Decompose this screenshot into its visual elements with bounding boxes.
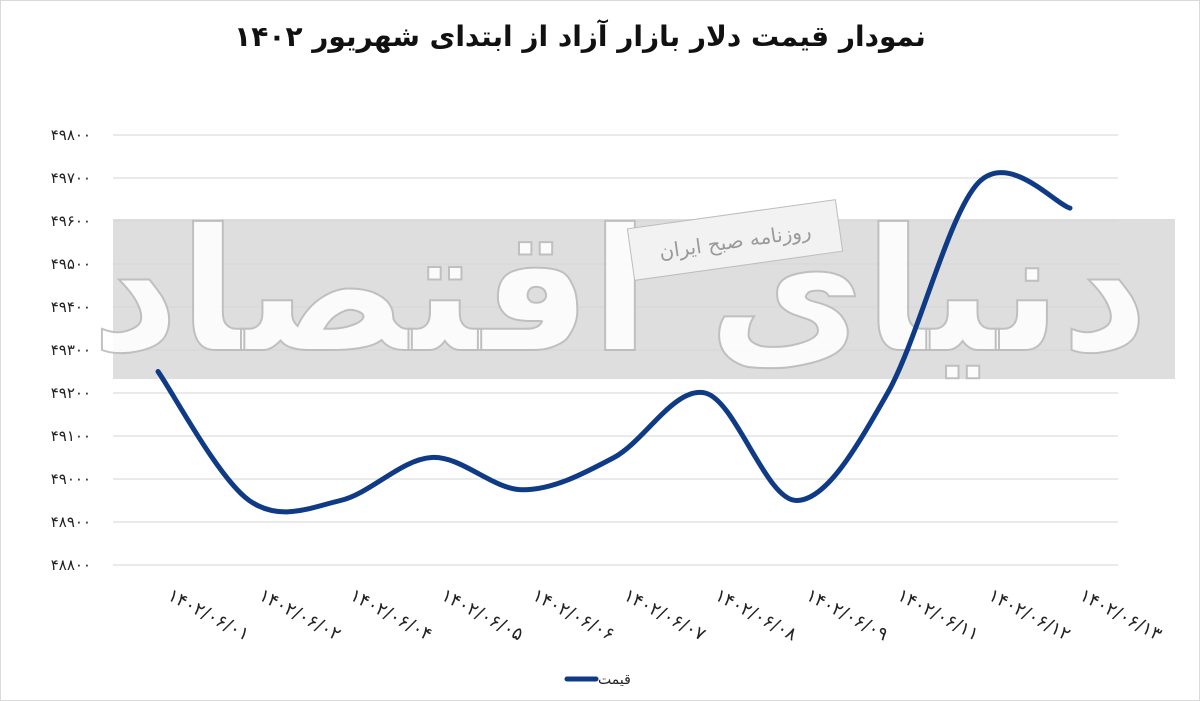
- x-tick-label: ۱۴۰۲/۰۶/۰۶: [529, 585, 618, 646]
- x-tick-label: ۱۴۰۲/۰۶/۰۵: [438, 585, 527, 646]
- series-line: [155, 170, 1073, 515]
- x-tick-label: ۱۴۰۲/۰۶/۰۸: [711, 585, 800, 646]
- x-tick-label: ۱۴۰۲/۰۶/۱۳: [1076, 585, 1165, 646]
- x-tick-label: ۱۴۰۲/۰۶/۰۷: [620, 585, 709, 646]
- x-tick-label: ۱۴۰۲/۰۶/۰۴: [347, 585, 436, 646]
- legend: قیمت: [564, 672, 631, 688]
- chart-title: نمودار قیمت دلار بازار آزاد از ابتدای شه…: [234, 20, 926, 53]
- x-tick-label: ۱۴۰۲/۰۶/۰۱: [164, 585, 253, 646]
- x-tick-label: ۱۴۰۲/۰۶/۱۱: [894, 585, 983, 646]
- y-tick-label: ۴۹۳۰۰: [51, 341, 91, 359]
- y-tick-label: ۴۹۷۰۰: [51, 169, 91, 187]
- x-tick-label: ۱۴۰۲/۰۶/۰۲: [255, 585, 344, 646]
- legend-label: قیمت: [598, 672, 631, 688]
- y-tick-label: ۴۹۸۰۰: [51, 126, 91, 144]
- watermark: دنیای اقتصاد روزنامه صبح ایران: [91, 192, 1150, 392]
- watermark-logo: دنیای اقتصاد: [92, 193, 1149, 391]
- y-tick-label: ۴۹۶۰۰: [51, 212, 91, 230]
- y-tick-label: ۴۹۲۰۰: [51, 384, 91, 402]
- y-tick-label: ۴۹۴۰۰: [51, 298, 91, 316]
- y-tick-label: ۴۹۵۰۰: [51, 255, 91, 273]
- y-tick-label: ۴۸۸۰۰: [51, 556, 91, 574]
- x-tick-label: ۱۴۰۲/۰۶/۱۲: [985, 585, 1074, 646]
- y-tick-label: ۴۹۰۰۰: [51, 470, 91, 488]
- x-tick-label: ۱۴۰۲/۰۶/۰۹: [803, 585, 892, 646]
- y-tick-label: ۴۸۹۰۰: [51, 513, 91, 531]
- y-tick-label: ۴۹۱۰۰: [51, 427, 91, 445]
